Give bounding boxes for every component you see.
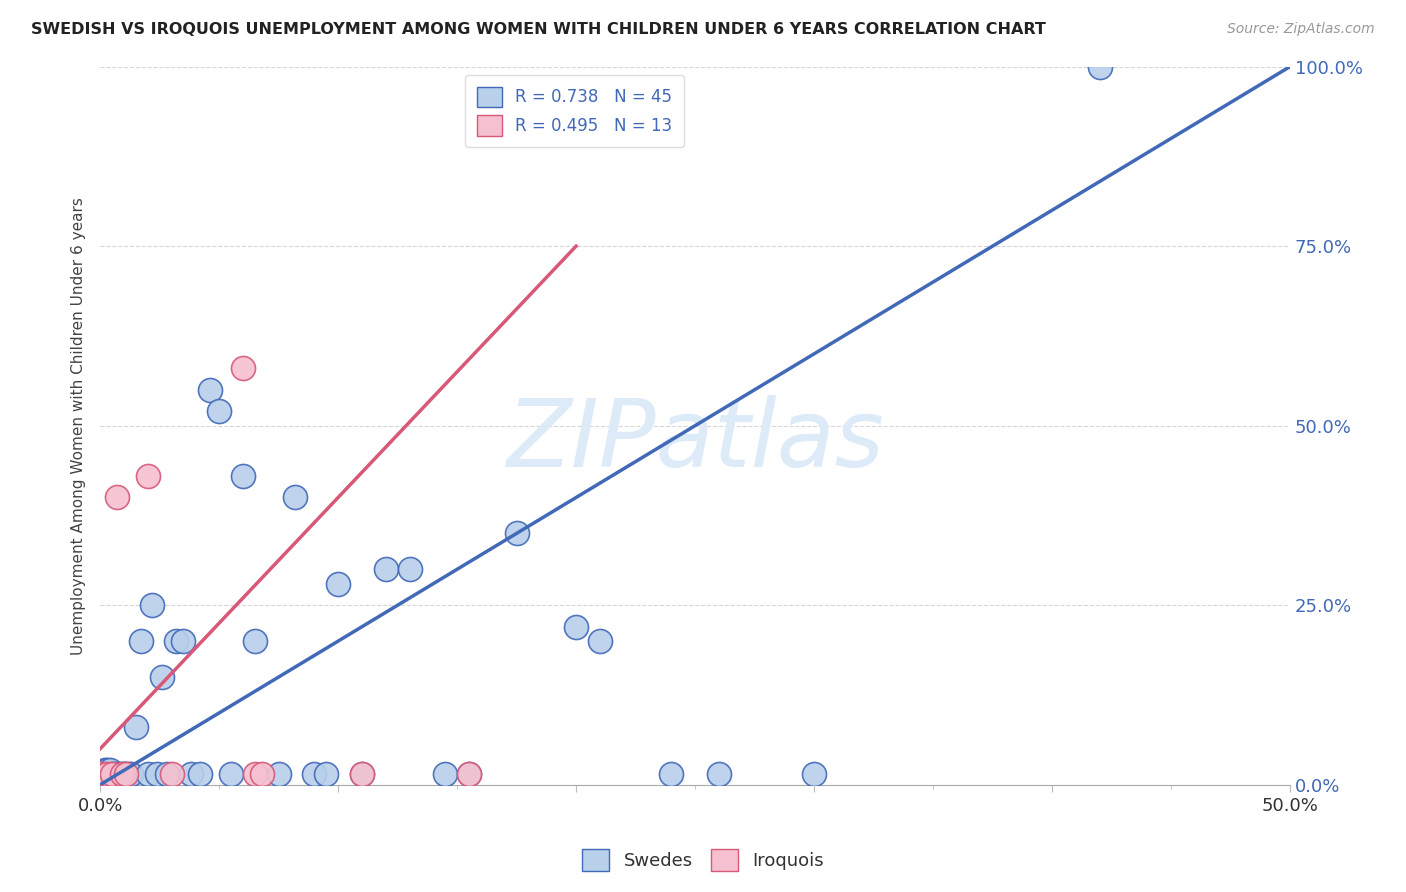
Point xyxy=(94,764,117,778)
Point xyxy=(565,620,588,634)
Point xyxy=(315,767,337,781)
Point xyxy=(91,767,114,781)
Point xyxy=(284,491,307,505)
Point xyxy=(350,767,373,781)
Text: Source: ZipAtlas.com: Source: ZipAtlas.com xyxy=(1227,22,1375,37)
Point xyxy=(101,767,124,781)
Point xyxy=(398,562,420,576)
Legend: R = 0.738   N = 45, R = 0.495   N = 13: R = 0.738 N = 45, R = 0.495 N = 13 xyxy=(465,75,685,147)
Point xyxy=(110,767,132,781)
Point xyxy=(146,767,169,781)
Point xyxy=(105,491,128,505)
Point xyxy=(165,634,187,648)
Point xyxy=(250,767,273,781)
Point xyxy=(172,634,194,648)
Point xyxy=(150,670,173,684)
Point xyxy=(120,767,142,781)
Point xyxy=(96,764,118,778)
Y-axis label: Unemployment Among Women with Children Under 6 years: Unemployment Among Women with Children U… xyxy=(72,197,86,655)
Point xyxy=(243,634,266,648)
Point xyxy=(267,767,290,781)
Point xyxy=(156,767,179,781)
Point xyxy=(304,767,326,781)
Point xyxy=(160,767,183,781)
Point xyxy=(129,634,152,648)
Point xyxy=(232,469,254,483)
Point xyxy=(219,767,242,781)
Point xyxy=(96,767,118,781)
Point xyxy=(208,404,231,418)
Point xyxy=(374,562,396,576)
Point xyxy=(180,767,202,781)
Point xyxy=(125,720,148,734)
Point xyxy=(115,767,138,781)
Point xyxy=(101,767,124,781)
Text: SWEDISH VS IROQUOIS UNEMPLOYMENT AMONG WOMEN WITH CHILDREN UNDER 6 YEARS CORRELA: SWEDISH VS IROQUOIS UNEMPLOYMENT AMONG W… xyxy=(31,22,1046,37)
Point xyxy=(232,361,254,376)
Point xyxy=(108,767,131,781)
Point xyxy=(458,767,481,781)
Point xyxy=(350,767,373,781)
Point xyxy=(659,767,682,781)
Text: ZIPatlas: ZIPatlas xyxy=(506,394,884,485)
Point xyxy=(141,598,163,612)
Point xyxy=(110,767,132,781)
Point xyxy=(136,767,159,781)
Point xyxy=(198,383,221,397)
Point xyxy=(505,526,527,541)
Legend: Swedes, Iroquois: Swedes, Iroquois xyxy=(575,842,831,879)
Point xyxy=(118,767,141,781)
Point xyxy=(136,469,159,483)
Point xyxy=(326,576,349,591)
Point xyxy=(589,634,612,648)
Point xyxy=(707,767,730,781)
Point xyxy=(458,767,481,781)
Point xyxy=(112,767,135,781)
Point xyxy=(103,767,125,781)
Point xyxy=(115,767,138,781)
Point xyxy=(1088,60,1111,74)
Point xyxy=(434,767,457,781)
Point xyxy=(98,764,121,778)
Point xyxy=(803,767,825,781)
Point xyxy=(105,767,128,781)
Point xyxy=(188,767,211,781)
Point xyxy=(243,767,266,781)
